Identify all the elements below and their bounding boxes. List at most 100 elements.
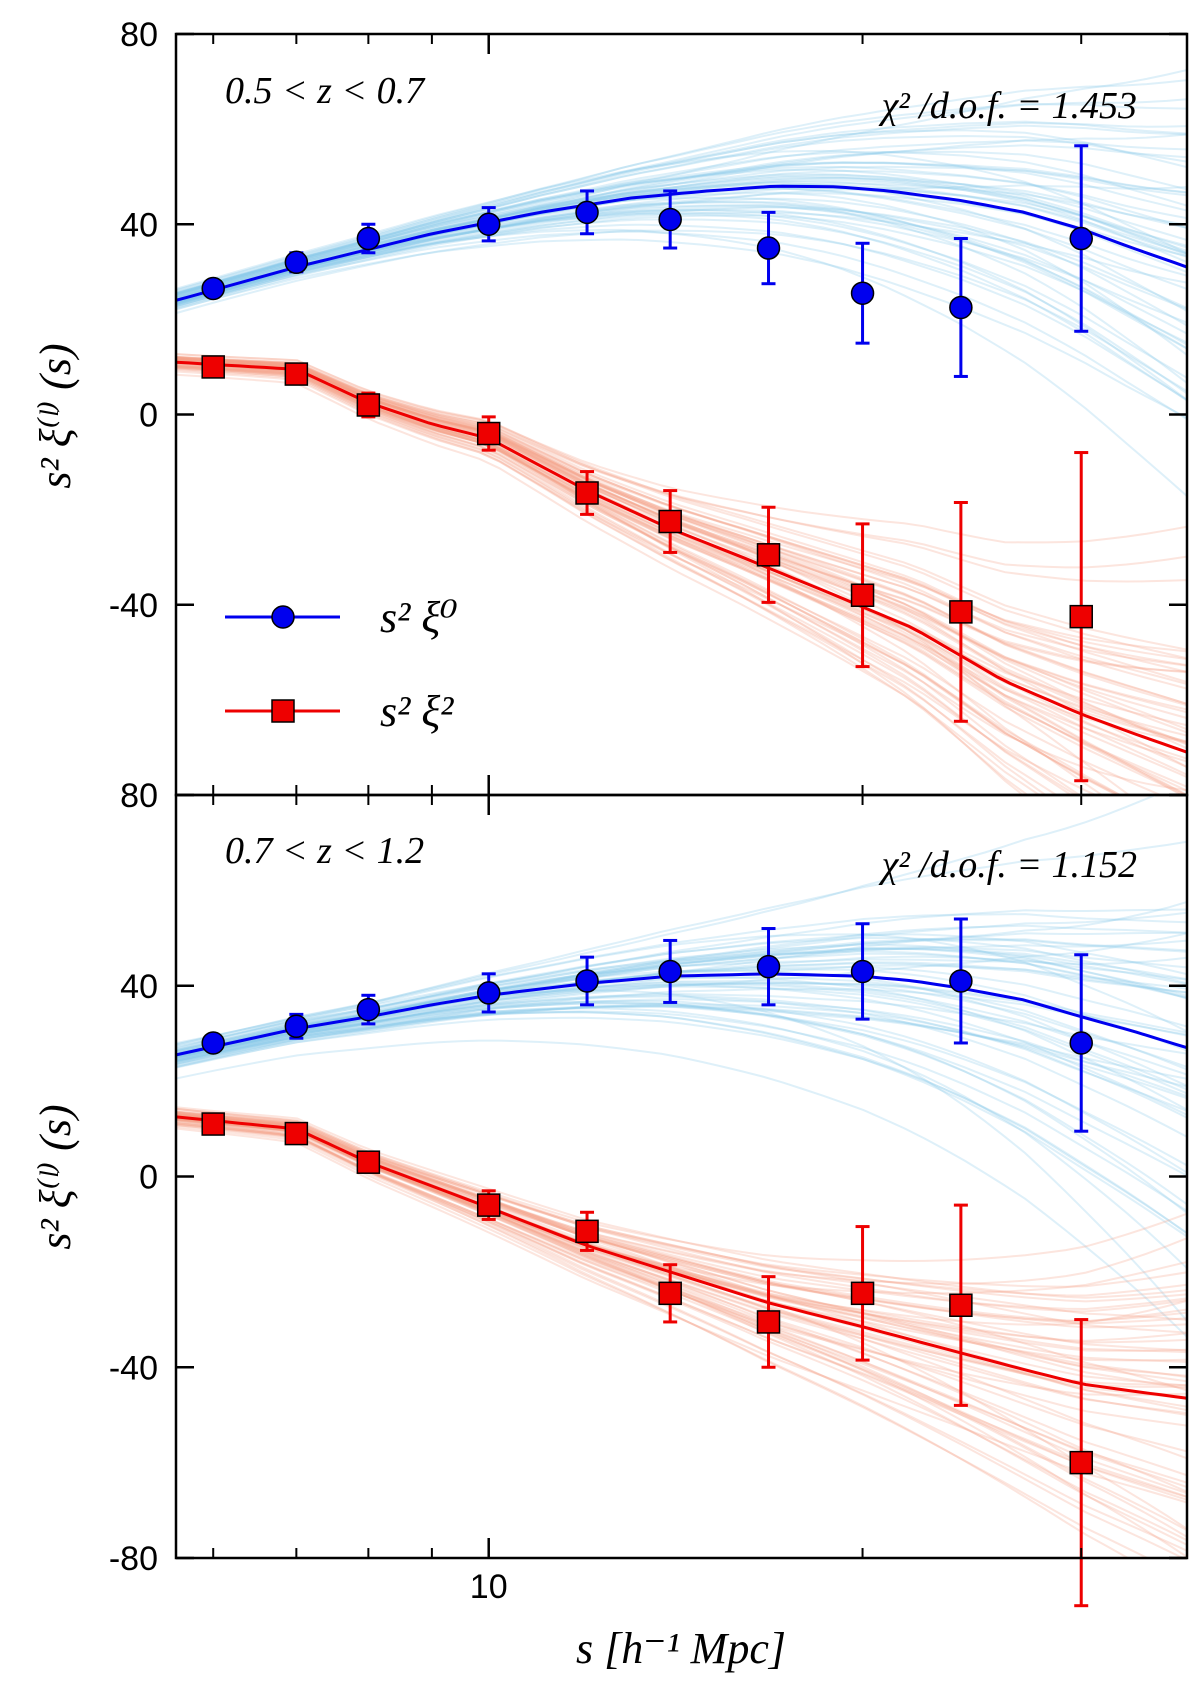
- y-tick-label: -80: [109, 1540, 158, 1578]
- model-realization-quadrupole: [176, 366, 1163, 795]
- y-tick-label: -40: [109, 587, 158, 625]
- model-realization-monopole: [176, 980, 1187, 1068]
- model-realization-monopole: [176, 998, 1187, 1098]
- model-realization-monopole: [176, 983, 1187, 1091]
- data-point-monopole: [850, 281, 875, 305]
- model-realization-quadrupole: [176, 373, 1041, 795]
- model-realization-quadrupole: [176, 1120, 1187, 1295]
- model-realization-monopole: [176, 165, 1187, 298]
- model-realization-monopole: [176, 161, 1187, 297]
- model-realization-monopole: [176, 208, 1187, 324]
- model-realization-quadrupole: [176, 362, 1187, 792]
- y-axis-label-top: s² ξ⁽ˡ⁾ (s): [31, 343, 80, 488]
- model-realization-monopole: [176, 1016, 1187, 1235]
- model-realization-quadrupole: [176, 1124, 1187, 1552]
- legend-label-monopole: s² ξ⁰: [380, 593, 458, 642]
- model-realization-monopole: [176, 950, 1187, 1048]
- model-realization-quadrupole: [176, 361, 1184, 795]
- data-points-bottom: [201, 917, 1093, 1608]
- model-realization-quadrupole: [176, 1106, 1187, 1299]
- model-realization-quadrupole: [176, 362, 1123, 795]
- model-realization-monopole: [176, 197, 1187, 327]
- data-point-monopole: [284, 250, 309, 275]
- data-point-monopole: [658, 207, 682, 232]
- model-realization-monopole: [176, 795, 1158, 1046]
- x-tick-label: 10: [470, 1568, 508, 1606]
- model-realization-monopole: [176, 211, 1187, 307]
- model-realization-quadrupole: [176, 356, 1131, 795]
- model-realization-monopole: [176, 196, 1187, 350]
- model-realization-quadrupole: [176, 364, 1187, 737]
- panel-top: 80 40 0 -40 80 0.5 < z < 0.7 χ² /d.o.f. = 1.…: [31, 16, 1189, 815]
- data-point-quadrupole: [201, 1112, 225, 1136]
- model-realization-quadrupole: [176, 356, 1187, 760]
- model-realization-monopole: [176, 1039, 1187, 1338]
- model-realization-monopole: [176, 993, 1187, 1059]
- model-realization-monopole: [176, 946, 1187, 1055]
- model-realization-monopole: [176, 1004, 1187, 1088]
- model-realization-quadrupole: [176, 1122, 1187, 1538]
- data-point-quadrupole: [575, 1219, 599, 1244]
- y-tick-labels-bottom: 40 0 -40 -80: [109, 968, 158, 1578]
- model-realization-monopole: [176, 229, 1187, 393]
- model-realization-quadrupole: [176, 1110, 1187, 1530]
- data-point-monopole: [201, 1031, 225, 1055]
- model-realization-quadrupole: [176, 1114, 1187, 1334]
- best-fit-line-monopole: [176, 972, 1187, 1057]
- model-realization-monopole: [176, 1002, 1187, 1214]
- model-realization-monopole: [176, 228, 1187, 497]
- model-realization-quadrupole: [176, 1111, 1187, 1311]
- model-realization-quadrupole: [176, 356, 1187, 544]
- model-realization-quadrupole: [176, 1121, 1186, 1558]
- model-realization-quadrupole: [176, 355, 1187, 661]
- model-realization-monopole: [176, 989, 1187, 1322]
- y-tick-labels-top: 80 40 0 -40 80: [109, 16, 158, 815]
- model-realization-monopole: [176, 149, 1187, 290]
- model-realization-monopole: [176, 169, 1187, 306]
- model-realization-quadrupole: [176, 1119, 1187, 1558]
- panel-bottom: 40 0 -40 -80 0.7 < z < 1.2 χ² /d.o.f. = 1.1…: [31, 793, 1189, 1673]
- model-realization-monopole: [176, 201, 1187, 350]
- data-point-quadrupole: [476, 421, 501, 446]
- model-realization-monopole: [176, 213, 1187, 402]
- data-point-quadrupole: [658, 509, 682, 534]
- model-realization-monopole: [176, 1000, 1187, 1174]
- model-realization-quadrupole: [176, 1127, 1187, 1504]
- model-realization-monopole: [176, 947, 1187, 1056]
- model-realization-monopole: [176, 203, 1187, 311]
- model-realization-monopole: [176, 161, 1187, 296]
- model-realization-monopole: [176, 939, 1187, 1055]
- legend-label-quadrupole: s² ξ²: [380, 687, 454, 736]
- model-realization-monopole: [176, 120, 1187, 295]
- model-realization-monopole: [176, 947, 1187, 1055]
- model-realization-quadrupole: [176, 365, 1187, 763]
- model-realization-quadrupole: [176, 361, 1187, 731]
- model-realization-quadrupole: [176, 357, 1187, 690]
- model-realization-quadrupole: [176, 1112, 1187, 1329]
- data-point-quadrupole: [949, 600, 973, 624]
- model-realization-quadrupole: [176, 358, 1187, 795]
- data-point-monopole: [949, 969, 973, 993]
- model-realization-monopole: [176, 211, 1187, 379]
- model-realization-monopole: [176, 1001, 1187, 1177]
- best-fit-line-quadrupole: [176, 360, 1187, 754]
- data-point-monopole: [949, 295, 973, 320]
- model-realization-quadrupole: [176, 368, 1078, 795]
- model-realization-quadrupole: [176, 365, 1187, 788]
- data-point-quadrupole: [356, 1150, 381, 1174]
- model-realization-quadrupole: [176, 368, 1059, 795]
- model-realization-monopole: [176, 214, 1187, 344]
- model-realization-quadrupole: [176, 367, 1099, 795]
- model-realization-quadrupole: [176, 1112, 1187, 1352]
- model-realization-quadrupole: [176, 365, 1120, 795]
- model-realization-monopole: [176, 1007, 1187, 1269]
- model-bands-bottom: [176, 795, 1187, 1558]
- y-tick-label: 40: [120, 206, 158, 244]
- model-realization-quadrupole: [176, 1124, 1187, 1542]
- model-realization-quadrupole: [176, 1108, 1187, 1263]
- model-realization-quadrupole: [176, 366, 1187, 727]
- model-realization-monopole: [176, 179, 1187, 305]
- data-point-monopole: [201, 276, 225, 301]
- legend-entry-quadrupole: s² ξ²: [225, 687, 454, 736]
